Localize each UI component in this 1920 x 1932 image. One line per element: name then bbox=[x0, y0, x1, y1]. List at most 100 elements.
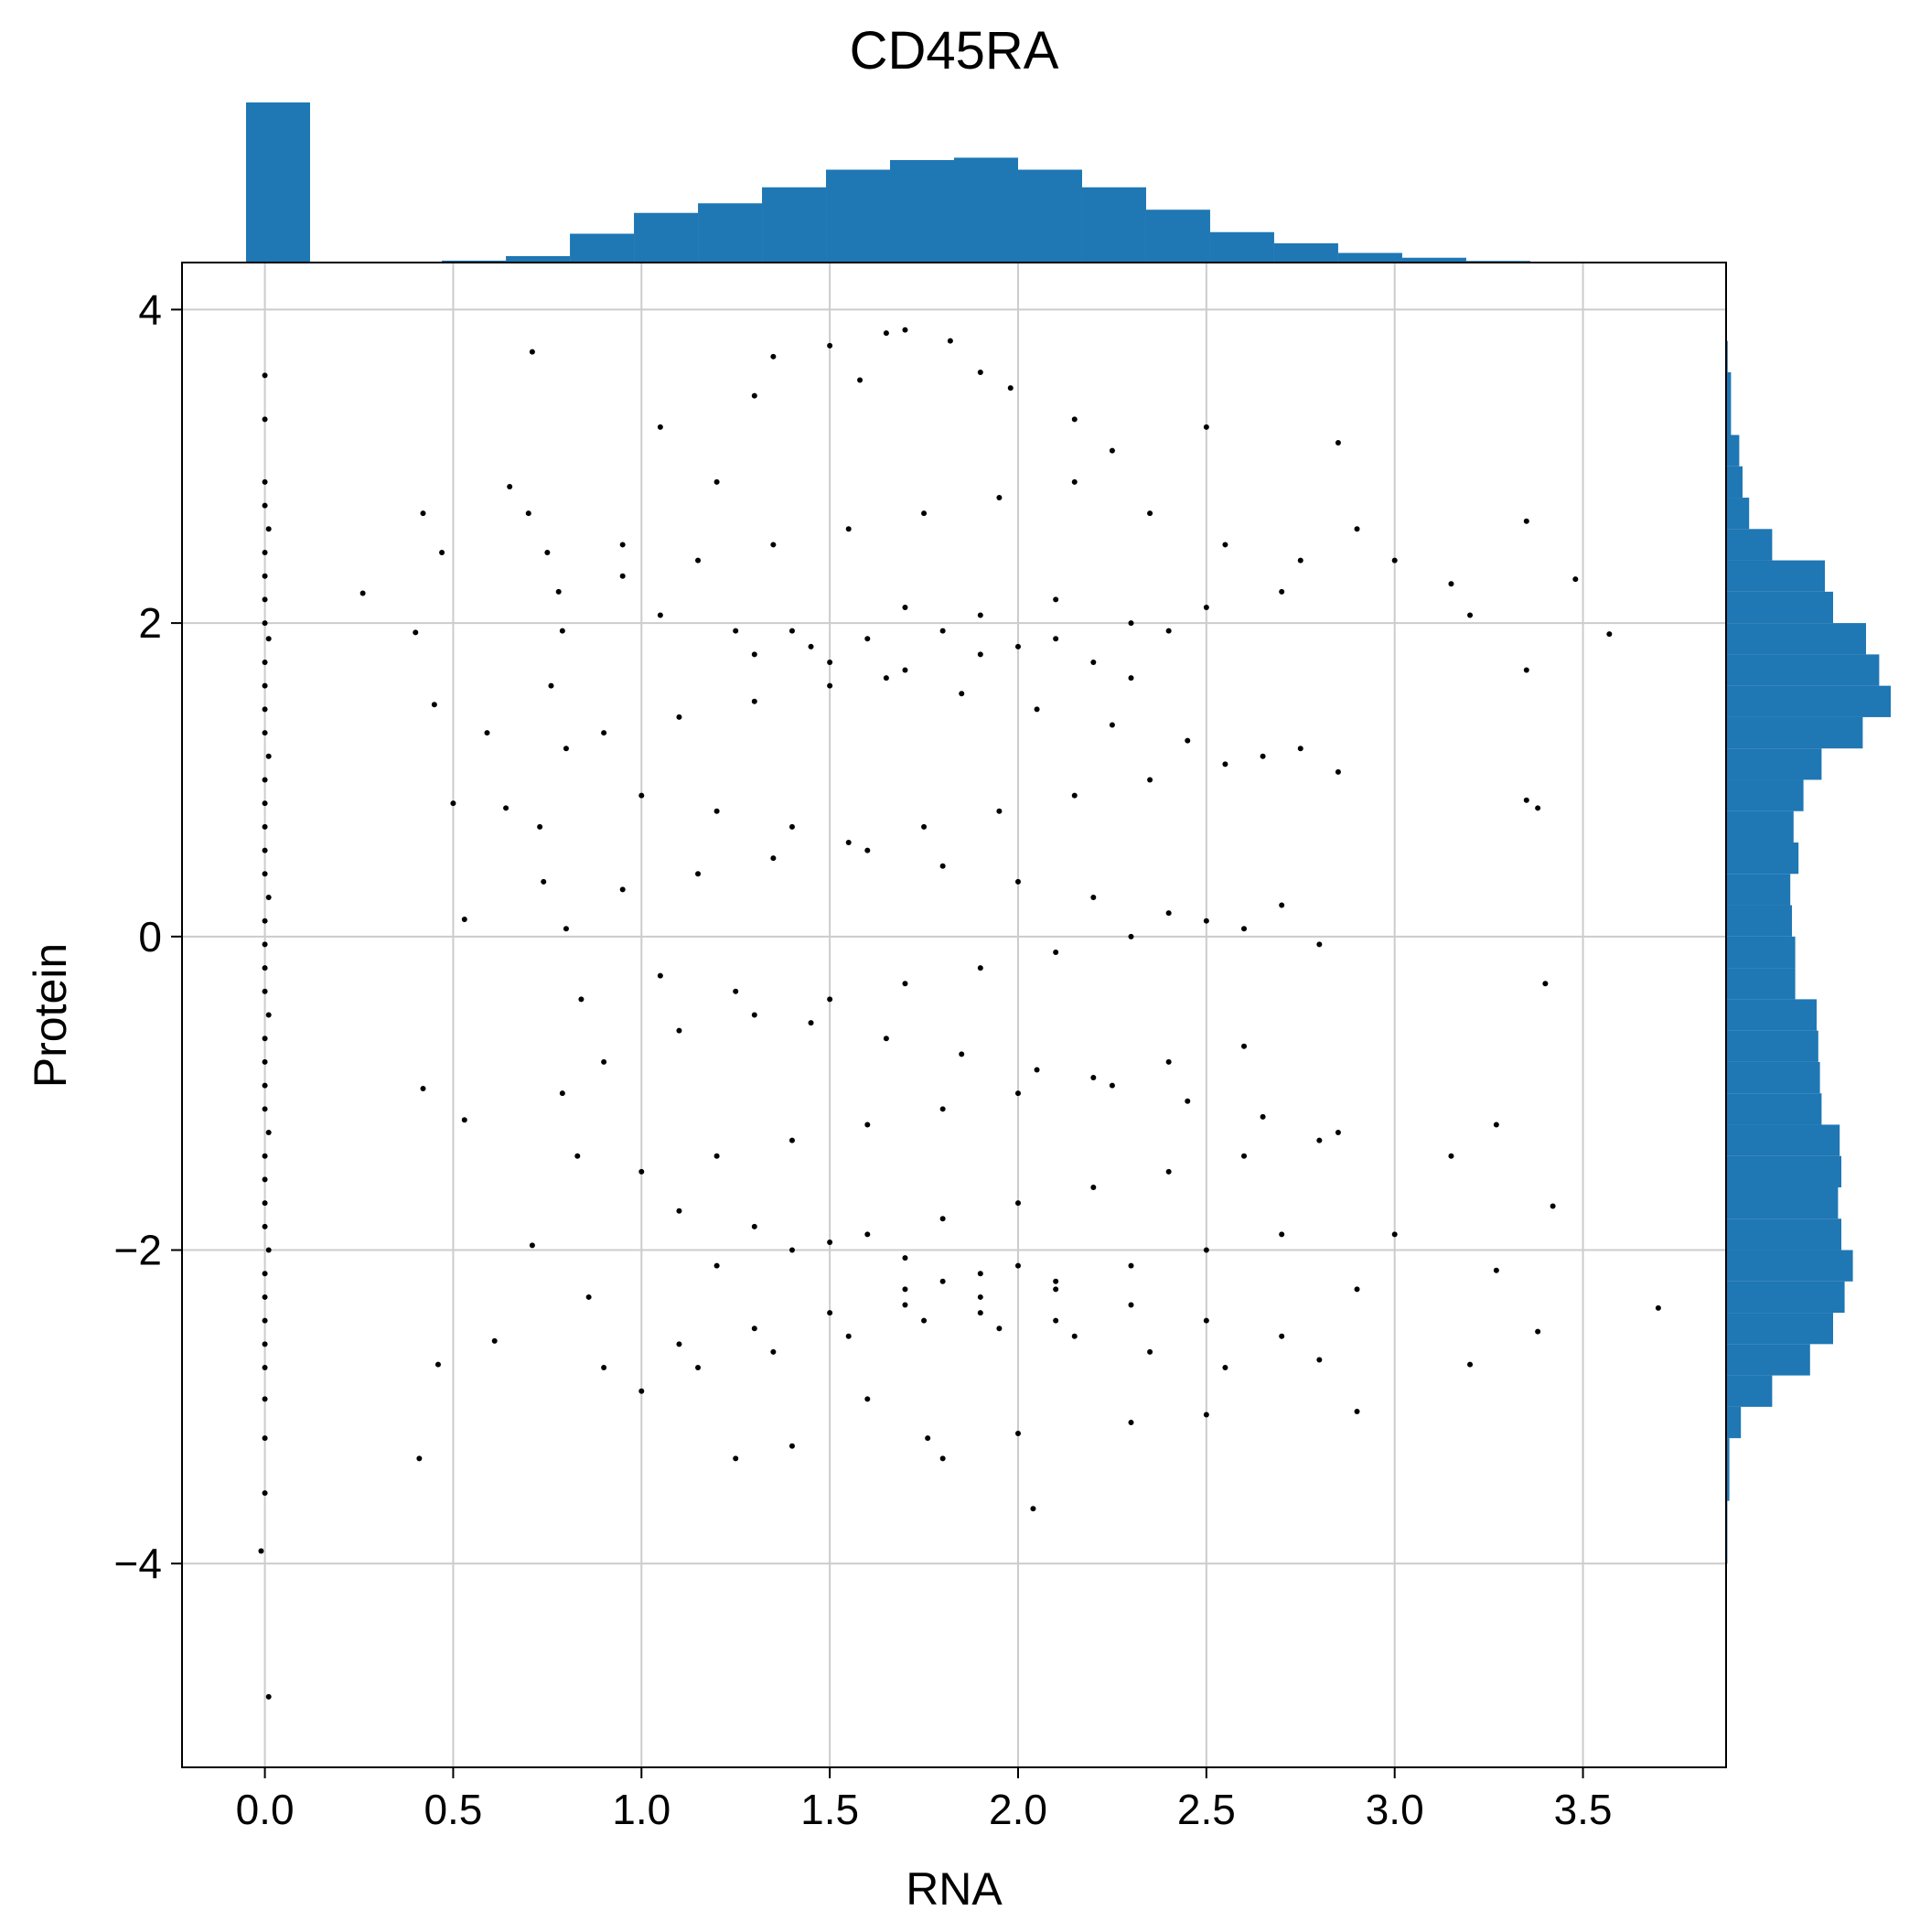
x-hist-bar bbox=[1145, 209, 1210, 263]
scatter-point bbox=[262, 1106, 268, 1112]
scatter-point bbox=[1241, 1153, 1248, 1159]
scatter-point bbox=[921, 1317, 928, 1324]
scatter-point bbox=[1222, 542, 1228, 548]
scatter-point bbox=[1071, 1333, 1078, 1339]
scatter-point bbox=[959, 1051, 965, 1057]
y-hist-bar bbox=[1726, 685, 1891, 717]
scatter-point bbox=[1007, 385, 1014, 392]
scatter-point bbox=[1128, 1262, 1134, 1269]
scatter-point bbox=[638, 1168, 645, 1175]
scatter-point bbox=[262, 706, 268, 713]
scatter-point bbox=[1014, 1431, 1021, 1437]
scatter-point bbox=[845, 840, 852, 846]
scatter-point bbox=[1203, 1317, 1209, 1324]
scatter-point bbox=[1279, 902, 1285, 908]
x-hist-bar bbox=[570, 233, 635, 263]
scatter-point bbox=[808, 643, 814, 649]
scatter-point bbox=[525, 510, 531, 517]
scatter-point bbox=[845, 1333, 852, 1339]
scatter-point bbox=[559, 628, 565, 634]
scatter-point bbox=[902, 327, 908, 333]
scatter-point bbox=[770, 855, 777, 862]
scatter-point bbox=[1542, 981, 1549, 987]
scatter-point bbox=[864, 1396, 871, 1402]
scatter-point bbox=[434, 1361, 441, 1368]
scatter-point bbox=[676, 714, 682, 720]
scatter-point bbox=[262, 941, 268, 948]
scatter-point bbox=[262, 730, 268, 736]
scatter-point bbox=[439, 550, 445, 556]
scatter-point bbox=[1090, 1075, 1097, 1081]
y-hist-bar bbox=[1726, 905, 1792, 937]
scatter-point bbox=[1185, 737, 1191, 744]
plot-frame bbox=[181, 262, 1727, 1768]
scatter-point bbox=[808, 1020, 814, 1026]
scatter-point bbox=[1034, 1067, 1040, 1073]
scatter-point bbox=[902, 1286, 908, 1293]
scatter-point bbox=[265, 1247, 272, 1253]
scatter-point bbox=[1279, 1333, 1285, 1339]
scatter-point bbox=[1053, 1317, 1059, 1324]
scatter-point bbox=[537, 823, 543, 830]
scatter-point bbox=[601, 1365, 607, 1371]
scatter-point bbox=[939, 863, 946, 869]
marginal-y-histogram bbox=[1726, 340, 1891, 1705]
y-hist-bar bbox=[1726, 371, 1732, 435]
scatter-point bbox=[864, 1122, 871, 1128]
x-tick-label: 1.0 bbox=[612, 1786, 670, 1833]
y-hist-bar bbox=[1726, 1250, 1853, 1282]
scatter-point bbox=[262, 823, 268, 830]
scatter-point bbox=[1030, 1506, 1036, 1512]
scatter-point bbox=[902, 604, 908, 610]
scatter-point bbox=[1523, 667, 1529, 673]
scatter-point bbox=[1147, 777, 1153, 783]
scatter-point bbox=[788, 823, 795, 830]
y-hist-bar bbox=[1726, 1061, 1820, 1094]
scatter-point bbox=[420, 510, 426, 517]
scatter-point bbox=[258, 1548, 264, 1554]
scatter-point bbox=[1335, 768, 1341, 775]
y-tick-label: 0 bbox=[138, 913, 162, 961]
scatter-point bbox=[262, 1036, 268, 1042]
scatter-point bbox=[503, 805, 509, 811]
scatter-point bbox=[1316, 1137, 1323, 1143]
scatter-point bbox=[1147, 510, 1153, 517]
scatter-point bbox=[585, 1293, 592, 1300]
y-hist-bar bbox=[1726, 1186, 1839, 1219]
scatter-point bbox=[788, 1443, 795, 1449]
scatter-point bbox=[1467, 612, 1474, 618]
scatter-point bbox=[619, 573, 626, 579]
y-tick-label: −4 bbox=[114, 1540, 162, 1587]
scatter-point bbox=[1203, 604, 1209, 610]
y-hist-bar bbox=[1726, 1218, 1841, 1250]
scatter-point bbox=[939, 1106, 946, 1112]
scatter-point bbox=[1053, 949, 1059, 955]
scatter-point bbox=[770, 542, 777, 548]
scatter-point bbox=[1014, 1200, 1021, 1207]
x-hist-bar bbox=[954, 157, 1018, 263]
scatter-point bbox=[959, 691, 965, 697]
scatter-point bbox=[1448, 1153, 1454, 1159]
scatter-point bbox=[1053, 1278, 1059, 1284]
y-hist-bar bbox=[1726, 1155, 1841, 1187]
scatter-point bbox=[262, 1153, 268, 1159]
scatter-point bbox=[939, 1216, 946, 1222]
scatter-point bbox=[450, 800, 456, 807]
y-hist-bar bbox=[1726, 1406, 1742, 1439]
scatter-point bbox=[262, 1200, 268, 1207]
scatter-point bbox=[1279, 1231, 1285, 1238]
scatter-point bbox=[1128, 675, 1134, 682]
scatter-point bbox=[265, 753, 272, 759]
y-hist-bar bbox=[1726, 1281, 1845, 1314]
scatter-point bbox=[1034, 706, 1040, 713]
grid-lines bbox=[182, 263, 1726, 1767]
scatter-point bbox=[1297, 746, 1303, 752]
scatter-point bbox=[1128, 1420, 1134, 1426]
y-hist-bar bbox=[1726, 999, 1817, 1031]
scatter-point bbox=[262, 988, 268, 994]
scatter-point bbox=[461, 916, 467, 922]
scatter-point bbox=[751, 698, 757, 704]
scatter-point bbox=[676, 1341, 682, 1347]
marginal-x-histogram bbox=[245, 102, 1530, 263]
scatter-point bbox=[1128, 933, 1134, 939]
